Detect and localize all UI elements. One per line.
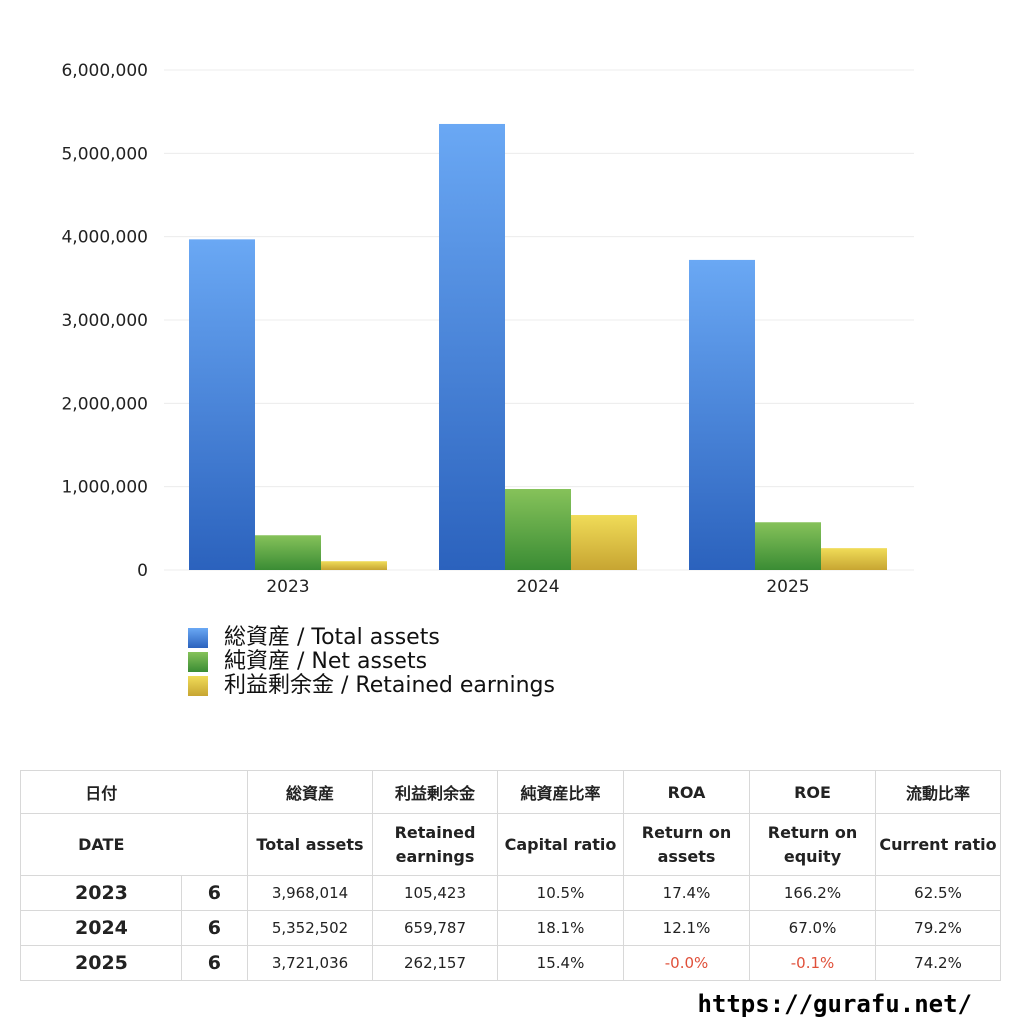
table-header-jp: 日付 総資産 利益剰余金 純資産比率 ROA ROE 流動比率 <box>20 770 1001 814</box>
cell-current-ratio: 74.2% <box>875 945 1001 981</box>
y-tick-label: 1,000,000 <box>61 478 148 498</box>
legend-label: 純資産 / Net assets <box>224 649 428 674</box>
cell-roe: 166.2% <box>749 875 876 911</box>
cell-roa: -0.0% <box>623 945 750 981</box>
table-row: 2024 6 5,352,502 659,787 18.1% 12.1% 67.… <box>20 910 1001 946</box>
bar-total-assets-2024 <box>439 123 505 571</box>
y-tick-label: 5,000,000 <box>61 144 148 164</box>
y-axis-tick-labels: 0 1,000,000 2,000,000 3,000,000 4,000,000 5,0… <box>61 61 148 581</box>
cell-capital-ratio: 15.4% <box>497 945 624 981</box>
cell-total-assets: 3,968,014 <box>247 875 373 911</box>
header-retained-en: Retained earnings <box>372 813 498 876</box>
header-retained-jp: 利益剰余金 <box>372 770 498 814</box>
header-roa-en: Return on assets <box>623 813 750 876</box>
site-url[interactable]: https://gurafu.net/ <box>697 990 972 1018</box>
cell-year: 2023 <box>20 875 182 911</box>
legend-swatch-net-assets <box>188 652 208 672</box>
legend-item-retained-earnings: 利益剰余金 / Retained earnings <box>188 674 555 698</box>
cell-retained: 262,157 <box>372 945 498 981</box>
legend-item-total-assets: 総資産 / Total assets <box>188 626 555 650</box>
bar-chart: 0 1,000,000 2,000,000 3,000,000 4,000,000 5,0… <box>61 61 914 597</box>
cell-current-ratio: 62.5% <box>875 875 1001 911</box>
cell-roa: 12.1% <box>623 910 750 946</box>
y-tick-label: 6,000,000 <box>61 61 148 81</box>
gridlines <box>164 69 914 571</box>
header-spacer <box>181 770 248 814</box>
cell-month: 6 <box>181 875 248 911</box>
header-spacer <box>181 813 248 876</box>
cell-month: 6 <box>181 910 248 946</box>
bar-net-assets-2024 <box>505 489 571 570</box>
legend-label: 総資産 / Total assets <box>224 625 440 650</box>
x-tick-label: 2024 <box>516 577 559 597</box>
cell-total-assets: 5,352,502 <box>247 910 373 946</box>
cell-roe: 67.0% <box>749 910 876 946</box>
cell-year: 2024 <box>20 910 182 946</box>
bar-total-assets-2023 <box>189 239 255 571</box>
y-tick-label: 0 <box>137 561 148 581</box>
x-tick-label: 2025 <box>766 577 809 597</box>
header-date-en: DATE <box>20 813 182 876</box>
table-header-en: DATE Total assets Retained earnings Capi… <box>20 813 1001 876</box>
cell-total-assets: 3,721,036 <box>247 945 373 981</box>
cell-capital-ratio: 10.5% <box>497 875 624 911</box>
legend: 総資産 / Total assets 純資産 / Net assets 利益剰余… <box>188 626 555 698</box>
legend-swatch-retained-earnings <box>188 676 208 696</box>
cell-current-ratio: 79.2% <box>875 910 1001 946</box>
header-roe-en: Return on equity <box>749 813 876 876</box>
header-total-assets-en: Total assets <box>247 813 373 876</box>
cell-roe: -0.1% <box>749 945 876 981</box>
bar-total-assets-2025 <box>689 259 755 570</box>
cell-retained: 659,787 <box>372 910 498 946</box>
bar-retained-earnings-2025 <box>821 548 887 570</box>
cell-year: 2025 <box>20 945 182 981</box>
bar-retained-earnings-2024 <box>571 515 637 570</box>
header-total-assets-jp: 総資産 <box>247 770 373 814</box>
bar-net-assets-2025 <box>755 522 821 570</box>
legend-item-net-assets: 純資産 / Net assets <box>188 650 555 674</box>
y-tick-label: 3,000,000 <box>61 311 148 331</box>
cell-month: 6 <box>181 945 248 981</box>
header-roa-jp: ROA <box>623 770 750 814</box>
bar-net-assets-2023 <box>255 535 321 570</box>
header-roe-jp: ROE <box>749 770 876 814</box>
x-axis-tick-labels: 2023 2024 2025 <box>266 577 809 597</box>
header-current-ratio-jp: 流動比率 <box>875 770 1001 814</box>
table-row: 2025 6 3,721,036 262,157 15.4% -0.0% -0.… <box>20 945 1001 981</box>
bars <box>189 123 887 571</box>
cell-retained: 105,423 <box>372 875 498 911</box>
header-current-ratio-en: Current ratio <box>875 813 1001 876</box>
y-tick-label: 2,000,000 <box>61 394 148 414</box>
bar-retained-earnings-2023 <box>321 561 387 570</box>
cell-roa: 17.4% <box>623 875 750 911</box>
header-capital-ratio-jp: 純資産比率 <box>497 770 624 814</box>
header-date-jp: 日付 <box>20 770 182 814</box>
legend-label: 利益剰余金 / Retained earnings <box>224 673 555 698</box>
table-row: 2023 6 3,968,014 105,423 10.5% 17.4% 166… <box>20 875 1001 911</box>
y-tick-label: 4,000,000 <box>61 228 148 248</box>
header-capital-ratio-en: Capital ratio <box>497 813 624 876</box>
financial-table: 日付 総資産 利益剰余金 純資産比率 ROA ROE 流動比率 DATE Tot… <box>20 770 1001 981</box>
x-tick-label: 2023 <box>266 577 309 597</box>
legend-swatch-total-assets <box>188 628 208 648</box>
cell-capital-ratio: 18.1% <box>497 910 624 946</box>
